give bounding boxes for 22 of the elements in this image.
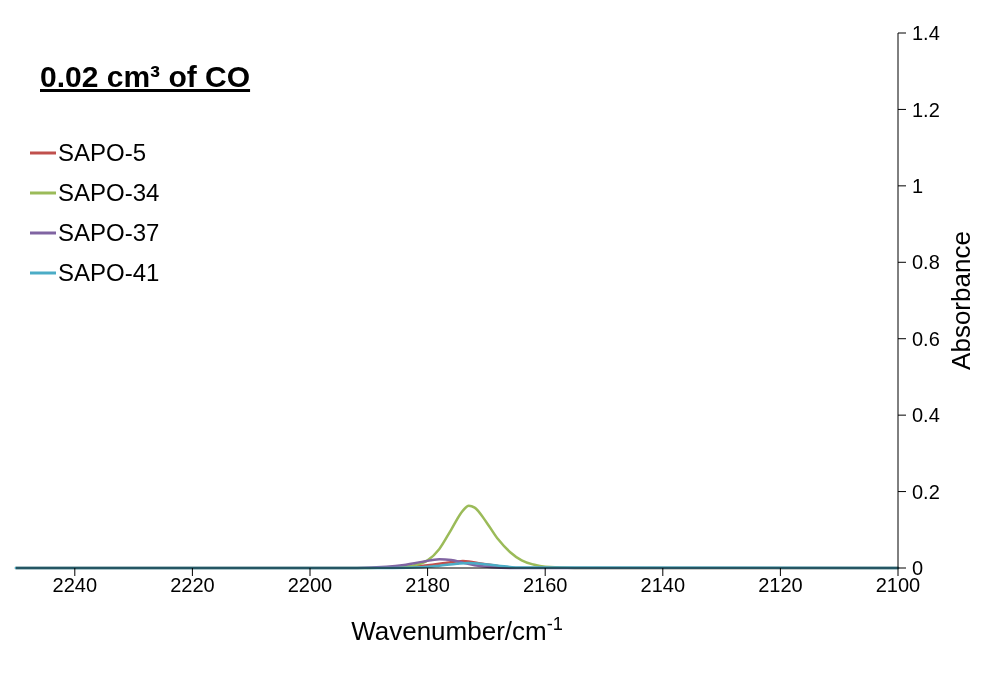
y-tick-label: 1.2	[912, 98, 940, 121]
y-axis-title: Absorbance	[946, 231, 976, 370]
x-tick-label: 2160	[522, 574, 568, 597]
y-tick-label: 0.4	[912, 404, 940, 427]
y-tick-label: 1.4	[912, 22, 940, 45]
y-tick-label: 1	[912, 174, 924, 197]
x-tick-label: 2220	[170, 574, 215, 597]
legend-label: SAPO-5	[58, 139, 147, 167]
legend-label: SAPO-41	[58, 259, 160, 287]
legend-label: SAPO-37	[58, 219, 160, 247]
y-tick-label: 0.8	[912, 251, 940, 274]
x-tick-label: 2200	[287, 574, 333, 597]
text: 0.02 cm³ of CO	[40, 60, 251, 94]
x-tick-label: 2100	[875, 574, 921, 597]
x-tick-label: 2140	[640, 574, 686, 597]
x-axis-title: Wavenumber/cm$^{-1}$	[351, 614, 563, 646]
x-tick-label: 2240	[52, 574, 98, 597]
x-tick-label: 2180	[405, 574, 450, 597]
y-tick-label: 0.2	[912, 480, 940, 503]
legend-label: SAPO-34	[58, 179, 160, 207]
x-tick-label: 2120	[758, 574, 803, 597]
y-tick-label: 0.6	[912, 327, 940, 350]
